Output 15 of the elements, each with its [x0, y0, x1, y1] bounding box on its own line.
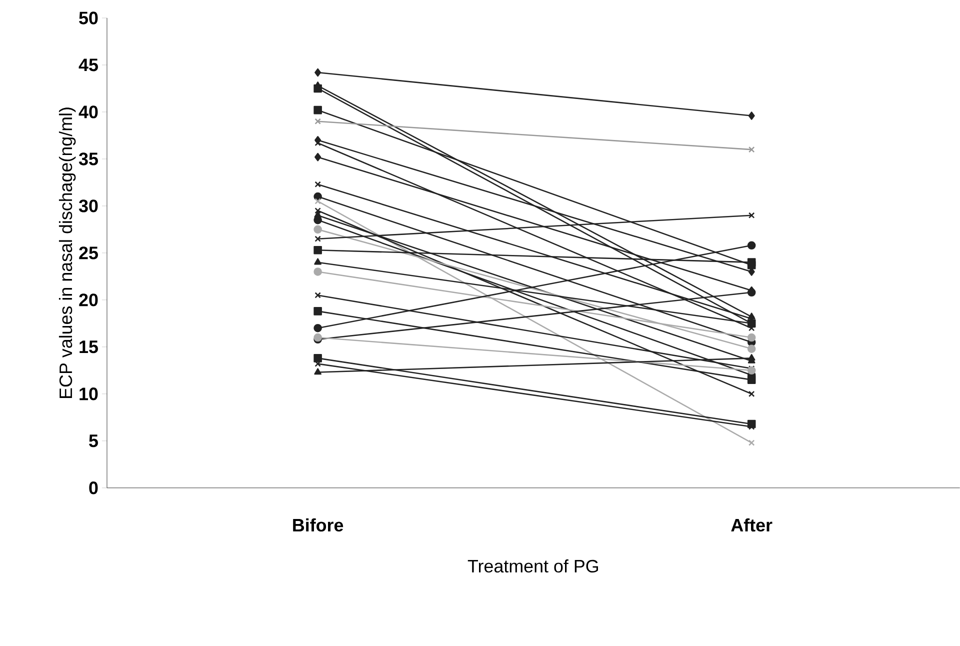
- y-tick-label: 40: [78, 106, 98, 118]
- y-tick-label: 35: [78, 152, 98, 166]
- x-tick-label: After: [731, 518, 772, 532]
- y-tick-label: 5: [89, 434, 98, 448]
- x-axis-title: Treatment of PG: [468, 559, 598, 573]
- y-tick-label: 50: [79, 12, 98, 24]
- y-tick-label: 30: [78, 200, 98, 212]
- y-tick-label: 25: [79, 246, 98, 260]
- y-tick-label: 20: [79, 294, 98, 306]
- y-tick-label: 10: [80, 388, 98, 400]
- y-axis-title: ECP values in nasal dischage(ng/ml): [58, 108, 76, 398]
- y-tick-label: 15: [80, 340, 98, 354]
- y-tick-label: 0: [89, 482, 98, 494]
- x-tick-label: Bifore: [293, 518, 344, 532]
- y-tick-label: 45: [78, 58, 98, 72]
